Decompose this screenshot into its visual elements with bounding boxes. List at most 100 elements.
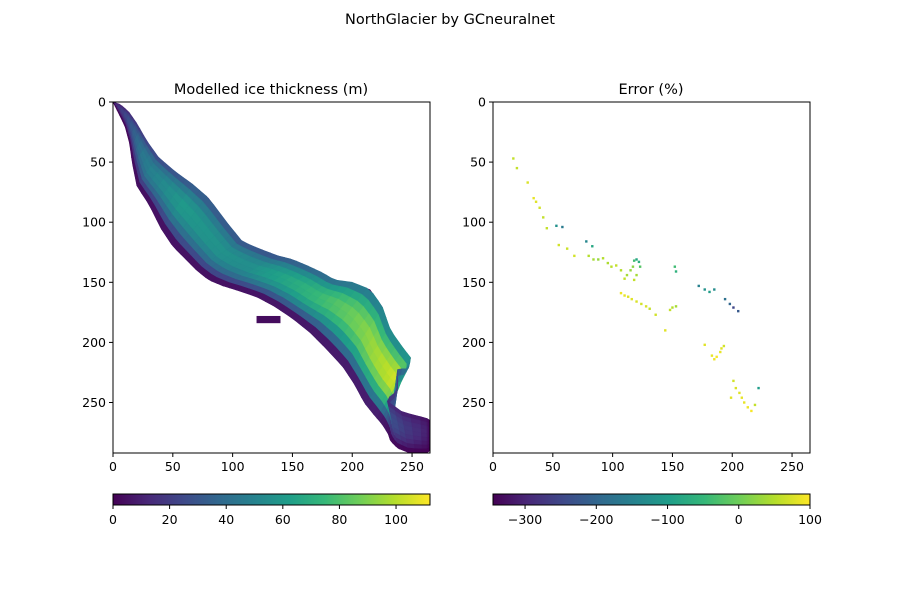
thickness-x-tick-label: 0 [109,459,117,474]
thickness-x-tick-label: 250 [400,459,424,474]
error-colorbar-bar [492,493,811,506]
error-x-tick-label: 0 [489,459,497,474]
error-point [722,344,726,348]
error-x-tick-label: 100 [601,459,625,474]
error-x-ticks: 0 50 100 150 200 250 [489,453,804,474]
error-point [515,166,519,170]
error-point [737,309,740,313]
error-point [573,254,576,258]
thickness-y-tick-label: 50 [90,155,106,170]
thickness-cell [421,436,428,442]
error-point [674,270,678,273]
error-point [703,288,706,291]
error-point [597,258,600,261]
error-point [654,313,657,316]
thickness-x-tick-label: 150 [281,459,305,474]
error-point [637,260,641,264]
error-y-tick-label: 0 [478,95,486,110]
error-point [734,386,738,390]
error-point [715,355,718,359]
error-point [555,224,558,228]
error-point [743,401,746,404]
error-point [750,409,753,413]
error-point [635,258,638,261]
error-point [619,269,623,272]
error-point [630,297,633,301]
error-colorbar-tick-label: −200 [579,512,613,527]
error-point [626,295,630,298]
error-point [640,302,643,306]
error-point [671,306,674,309]
figure-suptitle: NorthGlacier by GCneuralnet [345,12,555,28]
thickness-y-tick-label: 100 [82,215,106,230]
thickness-x-tick-label: 200 [340,459,364,474]
error-point [587,254,590,258]
thickness-panel: Modelled ice thickness (m) 0 50 100 150 200 2… [82,82,431,527]
error-point [623,277,626,280]
thickness-axes-frame [112,101,431,454]
error-point [674,305,678,308]
error-x-tick-label: 250 [780,459,804,474]
error-point [532,196,535,200]
error-point [623,294,626,297]
error-heatmap [512,157,760,413]
error-point [757,386,760,390]
thickness-colorbar-tick-label: 80 [331,512,347,527]
error-point [601,257,605,260]
error-point [673,265,677,268]
error-point [632,259,636,262]
error-point [619,291,623,295]
error-point [629,269,632,272]
thickness-colorbar-tick-label: 60 [275,512,291,527]
error-title: Error (%) [618,82,683,98]
error-point [740,396,744,399]
thickness-y-ticks: 0 50 100 150 200 250 [82,95,113,410]
thickness-heatmap [113,102,430,453]
error-point [720,347,723,350]
thickness-x-ticks: 0 50 100 150 200 250 [109,453,424,474]
error-point [565,247,569,250]
error-x-tick-label: 150 [661,459,685,474]
thickness-colorbar-tick-label: 20 [162,512,178,527]
error-point [561,225,564,229]
error-point [732,379,735,383]
error-point [591,245,594,248]
thickness-title: Modelled ice thickness (m) [174,82,368,98]
error-point [753,403,757,407]
thickness-colorbar-bar [112,493,431,506]
error-point [732,306,735,309]
error-colorbar: −300 −200 −100 0 100 [492,493,822,527]
thickness-y-tick-label: 0 [98,95,106,110]
error-point [615,264,618,267]
error-point [557,243,560,247]
error-y-tick-label: 150 [462,275,486,290]
error-colorbar-tick-label: 0 [735,512,743,527]
thickness-cell [421,448,428,453]
error-point [738,391,741,395]
error-y-ticks: 0 50 100 150 200 250 [462,95,493,410]
error-point [728,302,732,306]
error-point [538,206,541,209]
thickness-cell [407,447,416,453]
error-y-tick-label: 50 [470,155,486,170]
error-point [534,200,538,203]
error-y-tick-label: 100 [462,215,486,230]
error-axes-frame [492,101,811,454]
error-point [625,273,629,277]
thickness-y-tick-label: 150 [82,275,106,290]
error-point [713,288,716,291]
error-point [585,240,588,243]
thickness-colorbar-tick-label: 0 [109,512,117,527]
error-y-tick-label: 250 [462,395,486,410]
error-x-tick-label: 200 [720,459,744,474]
error-point [713,358,716,361]
error-point [723,297,727,301]
thickness-y-tick-label: 250 [82,395,106,410]
error-point [644,305,648,308]
error-colorbar-tick-label: 100 [798,512,822,527]
thickness-cell [414,444,423,450]
error-point [606,261,610,265]
thickness-x-tick-label: 50 [165,459,181,474]
error-point [592,258,595,261]
